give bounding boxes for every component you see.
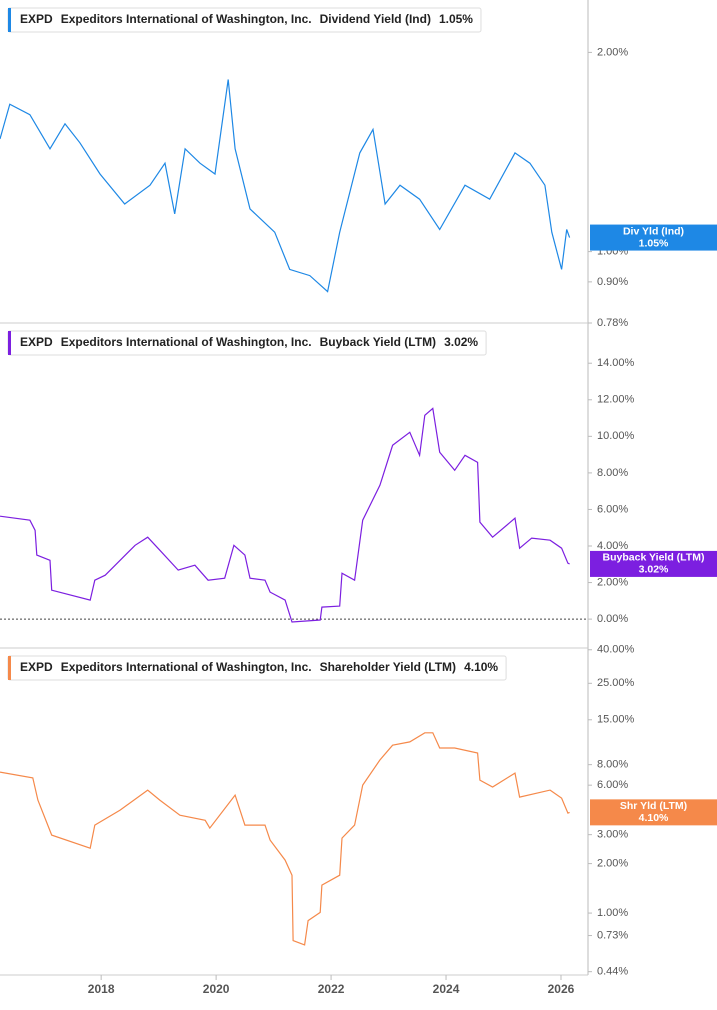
value-tag xyxy=(590,550,717,577)
y-tick-label: 0.00% xyxy=(597,613,628,625)
y-tick-label: 0.90% xyxy=(597,276,628,288)
value-tag-value: 1.05% xyxy=(639,237,669,249)
y-tick-label: 2.00% xyxy=(597,46,628,58)
y-tick-label: 2.00% xyxy=(597,576,628,588)
y-tick-label: 0.44% xyxy=(597,966,628,978)
y-tick-label: 12.00% xyxy=(597,394,635,406)
y-tick-label: 40.00% xyxy=(597,644,635,656)
y-tick-label: 2.00% xyxy=(597,858,628,870)
y-tick-label: 25.00% xyxy=(597,677,635,689)
x-tick-label: 2022 xyxy=(318,982,345,996)
y-tick-label: 8.00% xyxy=(597,759,628,771)
y-tick-label: 0.73% xyxy=(597,929,628,941)
legend-header: EXPD Expeditors International of Washingt… xyxy=(7,330,487,356)
x-tick-label: 2018 xyxy=(88,982,115,996)
y-tick-label: 1.00% xyxy=(597,907,628,919)
x-tick-label: 2020 xyxy=(203,982,230,996)
y-tick-label: 4.00% xyxy=(597,540,628,552)
y-tick-label: 3.00% xyxy=(597,829,628,841)
header-color xyxy=(8,656,11,680)
header-metric: Shareholder Yield (LTM) xyxy=(320,660,456,674)
y-tick-label: 14.00% xyxy=(597,357,635,369)
y-tick-label: 6.00% xyxy=(597,779,628,791)
x-tick-label: 2024 xyxy=(433,982,460,996)
value-tag-name: Div Yld (Ind) xyxy=(623,225,684,237)
legend-header: EXPD Expeditors International of Washingt… xyxy=(7,655,507,681)
series-line xyxy=(0,732,570,946)
x-tick-label: 2026 xyxy=(548,982,575,996)
header-company: Expeditors International of Washington, … xyxy=(61,660,312,674)
value-tag xyxy=(590,799,717,826)
header-metric: Dividend Yield (Ind) xyxy=(320,12,431,26)
value-tag-value: 3.02% xyxy=(639,564,669,576)
value-tag-name: Shr Yld (LTM) xyxy=(620,800,687,812)
series-line xyxy=(0,79,571,293)
header-last-label: 1.05% xyxy=(439,12,473,26)
header-company: Expeditors International of Washington, … xyxy=(61,335,312,349)
header-color xyxy=(8,331,11,355)
y-tick-label: 6.00% xyxy=(597,503,628,515)
y-tick-label: 10.00% xyxy=(597,430,635,442)
header-last-label: 4.10% xyxy=(464,660,498,674)
header-metric: Buyback Yield (LTM) xyxy=(320,335,436,349)
header-company: Expeditors International of Washington, … xyxy=(61,12,312,26)
header-last-label: 3.02% xyxy=(444,335,478,349)
value-tag-name: Buyback Yield (LTM) xyxy=(603,552,705,564)
y-tick-label: 15.00% xyxy=(597,714,635,726)
y-tick-label: 0.78% xyxy=(597,317,628,329)
y-tick-label: 8.00% xyxy=(597,467,628,479)
header-ticker: EXPD xyxy=(20,335,53,349)
value-tag-value: 4.10% xyxy=(639,812,669,824)
header-ticker: EXPD xyxy=(20,12,53,26)
header-color xyxy=(8,8,11,32)
legend-header: EXPD Expeditors International of Washingt… xyxy=(7,7,482,33)
series-line xyxy=(0,407,570,623)
value-tag xyxy=(590,224,717,251)
header-ticker: EXPD xyxy=(20,660,53,674)
